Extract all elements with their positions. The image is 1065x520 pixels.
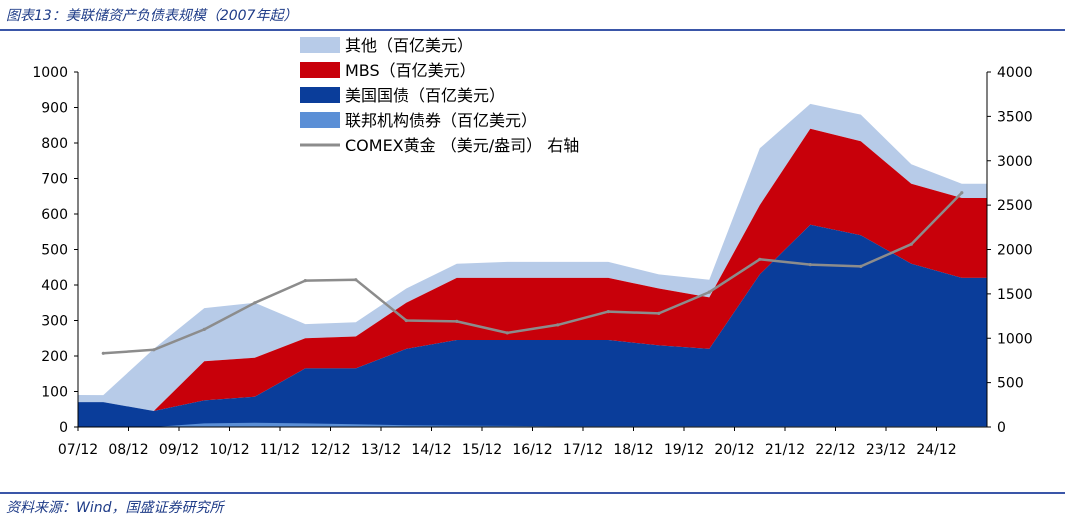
gold-point <box>404 318 408 323</box>
source-note: 资料来源：Wind，国盛证券研究所 <box>6 500 224 516</box>
right-tick-label: 4000 <box>997 65 1033 81</box>
bottom-divider <box>0 492 1065 494</box>
left-tick-label: 0 <box>59 420 68 436</box>
left-tick-label: 900 <box>41 101 68 117</box>
legend-label: 联邦机构债券（百亿美元） <box>345 111 537 130</box>
x-tick-label: 12/12 <box>310 442 350 458</box>
stacked-areas <box>78 103 987 427</box>
x-tick-label: 21/12 <box>765 442 805 458</box>
left-tick-label: 300 <box>41 314 68 330</box>
agency-bond-area <box>78 422 987 427</box>
left-tick-label: 400 <box>41 278 68 294</box>
gold-price-line <box>101 191 964 355</box>
gold-point <box>909 242 913 246</box>
x-tick-label: 16/12 <box>512 442 552 458</box>
right-tick-label: 1000 <box>997 331 1033 347</box>
x-tick-label: 24/12 <box>916 442 956 458</box>
gold-point <box>303 279 307 283</box>
legend-label: MBS（百亿美元） <box>345 61 476 80</box>
left-tick-label: 1000 <box>32 65 68 81</box>
legend: 其他（百亿美元） MBS（百亿美元） 美国国债（百亿美元） 联邦机构债券（百亿美元） C… <box>300 36 579 155</box>
gold-point <box>253 301 257 305</box>
x-tick-label: 18/12 <box>613 442 653 458</box>
x-tick-label: 08/12 <box>108 442 148 458</box>
legend-label: COMEX黄金 （美元/盎司） 右轴 <box>345 136 579 155</box>
x-tick-label: 20/12 <box>714 442 754 458</box>
chart-title: 图表13：美联储资产负债表规模（2007年起） <box>6 8 298 24</box>
gold-point <box>859 264 863 268</box>
gold-point <box>758 257 762 261</box>
gold-point <box>455 319 459 323</box>
legend-label: 美国国债（百亿美元） <box>345 86 505 105</box>
left-tick-label: 600 <box>41 207 68 223</box>
right-tick-label: 500 <box>997 376 1024 392</box>
left-tick-label: 200 <box>41 349 68 365</box>
right-tick-label: 3500 <box>997 109 1033 125</box>
right-tick-label: 2000 <box>997 243 1033 259</box>
right-tick-label: 0 <box>997 420 1006 436</box>
gold-point <box>152 348 156 352</box>
right-tick-label: 1500 <box>997 287 1033 303</box>
x-tick-label: 19/12 <box>664 442 704 458</box>
gold-point <box>354 278 358 282</box>
legend-swatch <box>300 112 340 128</box>
gold-point <box>657 311 661 315</box>
left-tick-label: 100 <box>41 385 68 401</box>
legend-swatch <box>300 87 340 103</box>
x-tick-label: 15/12 <box>462 442 502 458</box>
gold-point <box>960 191 964 195</box>
x-tick-label: 17/12 <box>563 442 603 458</box>
gold-point <box>202 327 206 331</box>
legend-label: 其他（百亿美元） <box>345 36 473 55</box>
x-tick-label: 14/12 <box>411 442 451 458</box>
treasury-area <box>78 224 987 427</box>
x-tick-label: 07/12 <box>58 442 98 458</box>
right-tick-label: 2500 <box>997 198 1033 214</box>
left-tick-label: 700 <box>41 172 68 188</box>
legend-swatch <box>300 37 340 53</box>
x-axis-ticks: 07/12 08/12 09/12 10/12 11/12 12/12 13/12 14/12… <box>58 427 957 458</box>
x-tick-label: 23/12 <box>866 442 906 458</box>
gold-price-polyline <box>103 191 963 355</box>
right-tick-label: 3000 <box>997 154 1033 170</box>
gold-point <box>707 290 711 294</box>
other-area <box>78 103 987 412</box>
x-tick-label: 10/12 <box>209 442 249 458</box>
x-tick-label: 22/12 <box>815 442 855 458</box>
gold-point <box>101 351 105 355</box>
x-tick-label: 13/12 <box>361 442 401 458</box>
mbs-area <box>78 128 987 412</box>
gold-point <box>808 263 812 267</box>
left-axis-ticks: 0 100 200 300 400 500 600 700 800 900 1000 <box>32 65 78 436</box>
top-divider <box>0 29 1065 31</box>
legend-swatch <box>300 62 340 78</box>
left-tick-label: 800 <box>41 136 68 152</box>
gold-point <box>556 323 560 327</box>
gold-point <box>505 331 509 335</box>
gold-point <box>606 310 610 314</box>
x-tick-label: 09/12 <box>159 442 199 458</box>
right-axis-ticks: 0 500 1000 1500 2000 2500 3000 3500 4000 <box>987 65 1033 436</box>
x-tick-label: 11/12 <box>260 442 300 458</box>
left-tick-label: 500 <box>41 243 68 259</box>
